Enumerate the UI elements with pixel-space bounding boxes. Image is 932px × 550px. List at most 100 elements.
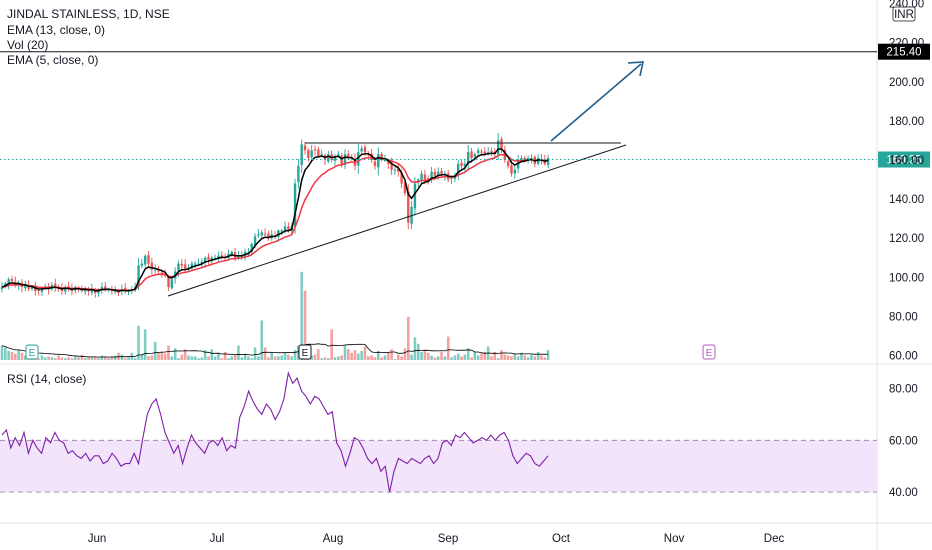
candle-body — [400, 172, 403, 184]
volume-bar — [420, 351, 423, 360]
candle-body — [97, 290, 100, 294]
volume-bar — [233, 355, 237, 360]
volume-bar — [14, 353, 17, 360]
volume-bar — [430, 355, 433, 360]
candle-body — [247, 251, 250, 253]
volume-bar — [113, 355, 117, 360]
volume-bar — [0, 345, 4, 360]
volume-bar — [93, 357, 97, 360]
volume-bar — [363, 346, 367, 360]
candle-body — [520, 158, 523, 160]
volume-bar — [167, 345, 170, 360]
candle-body — [303, 145, 307, 151]
volume-bar — [506, 355, 510, 360]
volume-bar — [250, 358, 254, 360]
candle-body — [320, 154, 323, 156]
volume-bar — [203, 350, 207, 360]
candle-body — [0, 287, 4, 290]
candle-body — [124, 287, 127, 291]
volume-bar — [510, 356, 513, 360]
candle-body — [297, 165, 300, 183]
candle-body — [90, 289, 94, 293]
rsi-title: RSI (14, close) — [7, 372, 86, 386]
volume-bar — [456, 353, 460, 360]
candle-body — [237, 255, 240, 258]
volume-bar — [230, 356, 234, 360]
candle-body — [420, 173, 423, 181]
candle-body — [10, 279, 14, 282]
candle-body — [30, 287, 34, 289]
volume-bar — [513, 353, 517, 360]
volume-bar — [416, 343, 420, 360]
candle-body — [220, 255, 223, 257]
volume-bar — [400, 356, 403, 360]
candle-body — [137, 265, 140, 286]
time-tick-label: Jul — [210, 533, 225, 545]
volume-bar — [267, 357, 270, 360]
legend-ema13: EMA (13, close, 0) — [7, 23, 105, 37]
volume-bar — [173, 348, 177, 360]
volume-bar — [426, 352, 430, 360]
volume-bar — [393, 359, 397, 360]
candle-body — [387, 160, 390, 164]
candle-body — [337, 154, 340, 156]
legend-volume: Vol (20) — [7, 38, 48, 52]
chart-title: JINDAL STAINLESS, 1D, NSE — [7, 7, 170, 21]
candles[interactable] — [0, 133, 550, 298]
candle-body — [500, 139, 503, 149]
volume-bar — [470, 357, 473, 360]
volume-bar — [476, 355, 480, 360]
rsi-band-layer — [0, 439, 877, 493]
rsi-band — [0, 440, 877, 493]
candle-body — [250, 244, 253, 252]
candle-body — [94, 290, 97, 293]
legend-ema5: EMA (5, close, 0) — [7, 53, 98, 67]
volume-bar — [20, 352, 24, 360]
drawings: 215.40 160.25 — [0, 43, 930, 297]
price-tick-label: 80.00 — [889, 311, 918, 323]
candle-body — [427, 178, 430, 180]
volume-bar — [123, 358, 127, 360]
volume-bar — [357, 353, 360, 360]
volume-bar — [157, 352, 160, 360]
volume-bar — [433, 357, 437, 360]
candle-body — [150, 262, 154, 270]
volume-bar — [217, 353, 220, 360]
volume-bar — [193, 356, 197, 360]
candle-body — [84, 289, 87, 292]
rsi-tick-label: 80.00 — [889, 384, 918, 396]
candle-body — [64, 287, 67, 292]
volume-bar — [540, 355, 543, 360]
candle-body — [307, 150, 310, 159]
volume-bar — [160, 352, 164, 360]
candle-body — [383, 160, 387, 161]
rsi-tick-label: 40.00 — [889, 487, 918, 499]
price-tick-label: 100.00 — [889, 272, 924, 284]
volume-bar — [293, 350, 297, 360]
ema-layer — [1, 148, 549, 292]
volume-bar — [423, 350, 427, 360]
candle-body — [260, 232, 263, 236]
price-tick-label: 180.00 — [889, 116, 924, 128]
volume-bar — [523, 355, 527, 360]
earnings-marker-label: E — [302, 348, 309, 359]
candle-body — [380, 154, 383, 160]
candle-body — [430, 171, 433, 181]
volume-bar — [223, 351, 227, 360]
volume-bar — [183, 349, 187, 360]
time-tick-label: Nov — [664, 533, 685, 545]
candle-body — [390, 162, 393, 170]
volume-bar — [373, 357, 377, 360]
candle-body — [280, 230, 283, 232]
candle-body — [463, 163, 467, 167]
candle-body — [127, 290, 130, 292]
volume-bar — [480, 353, 483, 360]
volume-bar — [546, 350, 550, 360]
axis-layer: 240.00 220.00 200.00 180.00 160.00 140.00 120.… — [88, 0, 924, 545]
candle-body — [546, 158, 550, 165]
volume-bar — [83, 358, 87, 360]
volume-bar — [4, 347, 7, 360]
candle-body — [327, 154, 330, 162]
